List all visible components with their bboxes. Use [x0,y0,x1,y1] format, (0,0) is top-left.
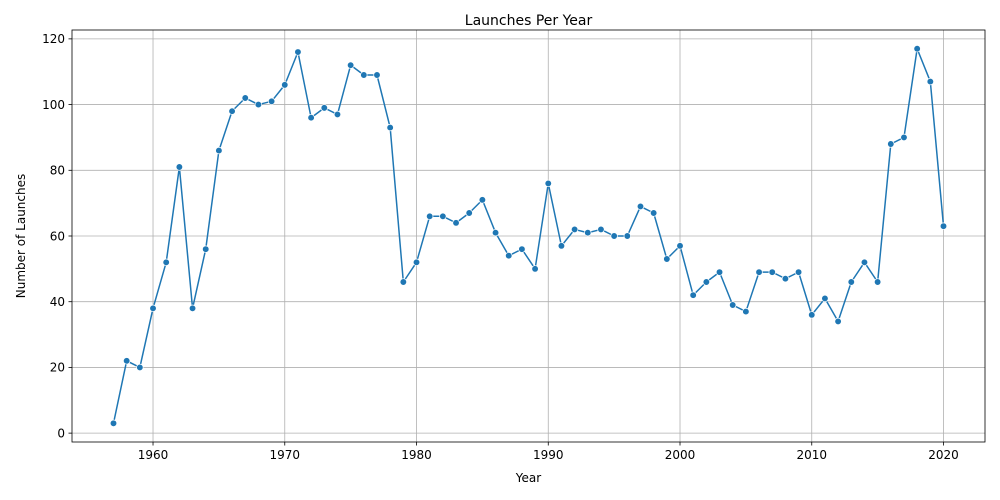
data-point-1993 [584,229,592,237]
data-point-1991 [557,242,566,250]
data-point-1974 [333,110,342,119]
data-point-1994 [597,225,605,234]
data-point-2008 [781,275,790,283]
data-point-1987 [505,252,513,260]
grid-lines [72,30,985,442]
data-point-1973 [320,104,328,112]
data-point-1978 [386,123,394,132]
y-tick-label: 100 [42,98,65,112]
data-point-2018 [913,45,921,53]
x-tick-label: 1990 [533,448,564,462]
data-point-2003 [715,268,724,276]
data-point-2017 [900,133,908,142]
data-point-1998 [650,209,658,217]
data-point-1959 [136,363,144,372]
y-tick-label: 20 [50,361,65,375]
y-tick-label: 40 [50,295,65,309]
data-point-1981 [426,212,434,220]
data-point-2015 [873,278,882,286]
x-tick-label: 2020 [928,448,959,462]
data-point-1989 [531,265,539,273]
data-point-2011 [821,294,829,303]
data-point-1992 [570,225,579,234]
data-point-1957 [109,419,118,427]
data-point-2004 [729,301,737,309]
data-point-1962 [175,163,184,171]
x-tick-label: 1980 [401,448,432,462]
data-point-2005 [742,307,750,316]
data-point-1977 [373,71,381,79]
data-point-2016 [887,140,895,148]
data-point-1971 [294,48,302,56]
data-point-1965 [215,146,223,155]
data-point-1970 [281,81,289,89]
x-tick-label: 1960 [138,448,169,462]
data-point-2012 [834,317,842,326]
data-point-2013 [847,278,855,286]
data-point-1982 [439,212,447,220]
data-point-2007 [768,268,776,276]
data-point-2000 [676,242,684,250]
data-point-1972 [307,114,315,122]
data-point-1988 [518,245,526,253]
data-point-1997 [636,202,645,211]
series-line [112,47,945,424]
data-point-2006 [755,268,763,276]
data-point-1960 [149,304,157,312]
data-point-1996 [623,232,631,240]
data-point-2010 [808,311,816,319]
y-axis-label: Number of Launches [14,174,28,299]
x-tick-label: 2000 [665,448,696,462]
x-axis-label: Year [515,471,541,485]
data-point-1966 [228,107,236,115]
y-tick-label: 60 [50,229,65,243]
data-point-1969 [267,97,276,105]
data-point-2002 [702,278,711,286]
data-point-2019 [926,77,934,86]
data-point-1979 [399,278,407,286]
data-point-2001 [689,291,697,299]
data-point-1963 [188,304,197,312]
axis-ticks: 1960 1970 1980 1990 2000 2010 2020 0 20 40 60 80 100… [42,32,959,462]
data-point-2014 [860,258,869,266]
data-point-2020 [939,222,948,230]
x-tick-label: 1970 [269,448,300,462]
data-point-1980 [412,258,421,266]
chart-title: Launches Per Year [465,13,593,29]
data-point-1983 [452,219,460,227]
y-tick-label: 120 [42,32,65,46]
data-point-1984 [465,209,473,217]
data-point-1975 [346,61,355,69]
x-tick-label: 2010 [796,448,827,462]
y-tick-label: 0 [57,426,65,440]
data-point-1985 [478,196,487,204]
data-point-1967 [241,94,249,102]
data-point-1976 [360,71,368,79]
data-point-2009 [794,268,803,276]
y-tick-label: 80 [50,164,65,178]
data-point-1958 [123,357,131,365]
series-launches [109,45,948,427]
data-point-1999 [663,255,671,263]
data-point-1964 [202,245,210,253]
data-point-1990 [544,179,552,188]
data-point-1986 [491,229,500,237]
data-point-1968 [254,100,263,109]
data-point-1995 [610,232,618,240]
data-point-1961 [162,258,170,266]
